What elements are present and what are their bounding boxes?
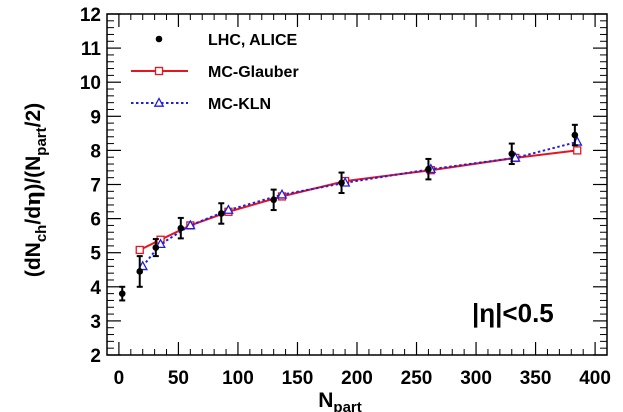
legend-entry-alice: LHC, ALICE bbox=[155, 32, 298, 49]
y-axis-title-part-3: )/(N bbox=[22, 156, 45, 191]
legend-label-kln: MC-KLN bbox=[208, 96, 271, 113]
mc-kln-marker bbox=[276, 188, 288, 199]
x-tick-label: 200 bbox=[341, 368, 373, 389]
y-axis-title-eta: η bbox=[20, 191, 45, 206]
alice-data-point bbox=[338, 179, 345, 187]
y-axis-title-part-2: /d bbox=[22, 206, 45, 225]
x-axis-title-main: N bbox=[318, 389, 333, 412]
y-tick-label: 9 bbox=[90, 107, 101, 128]
y-axis-title-part-1: (dN bbox=[22, 242, 45, 277]
alice-data-point bbox=[217, 210, 225, 217]
y-axis-title-part-4: /2) bbox=[22, 103, 45, 128]
alice-data-point bbox=[571, 131, 579, 139]
alice-data-point bbox=[508, 150, 516, 158]
y-tick-label: 11 bbox=[81, 39, 102, 60]
y-tick-label: 3 bbox=[90, 312, 101, 333]
mc-glauber-marker bbox=[135, 245, 144, 255]
mc-kln-marker bbox=[510, 152, 521, 162]
legend-symbol-glauber bbox=[154, 66, 164, 76]
x-tick-label: 100 bbox=[222, 368, 254, 389]
y-axis-title-sub-ch: ch bbox=[33, 225, 50, 243]
eta-range-annotation: |η|<0.5 bbox=[472, 298, 554, 328]
alice-data-point bbox=[136, 268, 144, 275]
mc-kln-marker bbox=[185, 219, 196, 230]
y-tick-label: 10 bbox=[80, 73, 101, 94]
x-axis-ticks: 0 50 100 150 200 250 300 350 400 bbox=[106, 14, 611, 389]
x-tick-label: 0 bbox=[114, 368, 125, 389]
y-axis-title-sub-part: part bbox=[33, 127, 50, 155]
x-axis-title: Npart bbox=[318, 389, 362, 412]
legend-symbol-kln bbox=[153, 97, 165, 107]
y-tick-label: 2 bbox=[90, 346, 101, 367]
series-layer bbox=[118, 123, 583, 302]
alice-data-point bbox=[270, 196, 277, 204]
y-tick-label: 8 bbox=[90, 141, 101, 162]
alice-data-point bbox=[425, 165, 432, 173]
x-tick-label: 50 bbox=[168, 368, 189, 389]
mc-glauber-marker bbox=[573, 146, 582, 155]
mc-kln-marker bbox=[155, 238, 166, 249]
legend-entry-kln: MC-KLN bbox=[131, 96, 271, 113]
y-tick-label: 7 bbox=[90, 176, 101, 197]
x-tick-label: 300 bbox=[460, 368, 492, 389]
y-tick-label: 4 bbox=[90, 278, 101, 299]
y-tick-label: 12 bbox=[80, 5, 101, 26]
legend-symbol-alice bbox=[155, 35, 163, 43]
y-axis-ticks: 2 3 4 5 6 7 8 9 10 11 12 bbox=[80, 5, 607, 367]
y-tick-label: 6 bbox=[90, 210, 101, 231]
x-tick-label: 350 bbox=[520, 368, 552, 389]
legend-entry-glauber: MC-Glauber bbox=[131, 64, 299, 81]
alice-data-point bbox=[152, 244, 160, 251]
legend-label-glauber: MC-Glauber bbox=[208, 64, 299, 81]
x-tick-label: 250 bbox=[401, 368, 433, 389]
y-tick-label: 5 bbox=[90, 244, 101, 265]
alice-data-point bbox=[118, 290, 126, 297]
legend: LHC, ALICE MC-Glauber MC-KLN bbox=[131, 32, 299, 113]
y-axis-title: (dNch/dη)/(Npart/2) bbox=[20, 103, 50, 277]
x-tick-label: 150 bbox=[282, 368, 314, 389]
alice-data-point bbox=[177, 224, 185, 232]
mc-kln-marker bbox=[223, 204, 234, 214]
x-tick-label: 400 bbox=[579, 368, 611, 389]
legend-label-alice: LHC, ALICE bbox=[208, 32, 298, 49]
series-lhc-alice bbox=[118, 123, 579, 302]
x-axis-title-sub: part bbox=[333, 399, 361, 412]
